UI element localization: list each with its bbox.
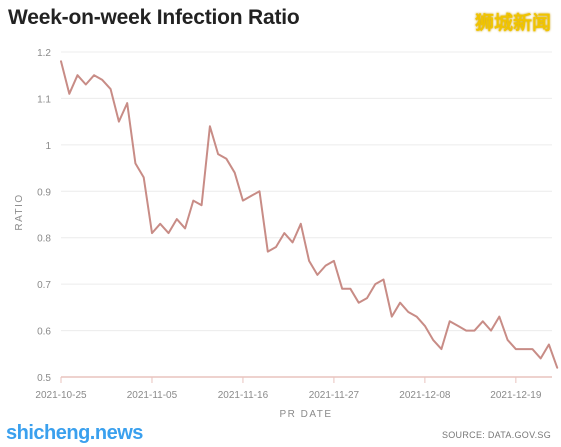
x-tick-label: 2021-11-16	[218, 390, 269, 401]
x-tick-label: 2021-11-05	[127, 390, 178, 401]
x-tick-label: 2021-11-27	[309, 390, 360, 401]
series-layer	[60, 60, 559, 369]
x-axis-ticks: 2021-10-25 2021-11-05 2021-11-16 2021-11-27…	[35, 377, 542, 401]
y-tick-label: 1.1	[37, 94, 51, 105]
x-axis-label: PR DATE	[279, 409, 332, 420]
series-line	[60, 60, 559, 369]
y-tick-label: 0.8	[37, 234, 51, 245]
y-axis-ticks: 0.5 0.6 0.7 0.8 0.9 1 1.1 1.2	[37, 48, 51, 384]
x-tick-label: 2021-12-19	[490, 390, 542, 401]
brand-watermark-bottom: shicheng.news	[6, 422, 143, 444]
source-note: SOURCE: DATA.GOV.SG	[441, 430, 551, 440]
chart-title: Week-on-week Infection Ratio	[8, 6, 300, 29]
y-tick-label: 1.2	[37, 48, 51, 59]
brand-watermark-top: 狮城新闻	[474, 12, 551, 34]
y-tick-label: 0.5	[37, 373, 51, 384]
y-tick-label: 0.6	[37, 327, 51, 338]
x-tick-label: 2021-10-25	[35, 390, 87, 401]
y-axis-label: RATIO	[14, 193, 25, 230]
x-tick-label: 2021-12-08	[399, 390, 451, 401]
y-tick-label: 0.9	[37, 187, 51, 198]
y-tick-label: 1	[45, 141, 51, 152]
grid-lines	[61, 51, 552, 378]
y-tick-label: 0.7	[37, 280, 51, 291]
